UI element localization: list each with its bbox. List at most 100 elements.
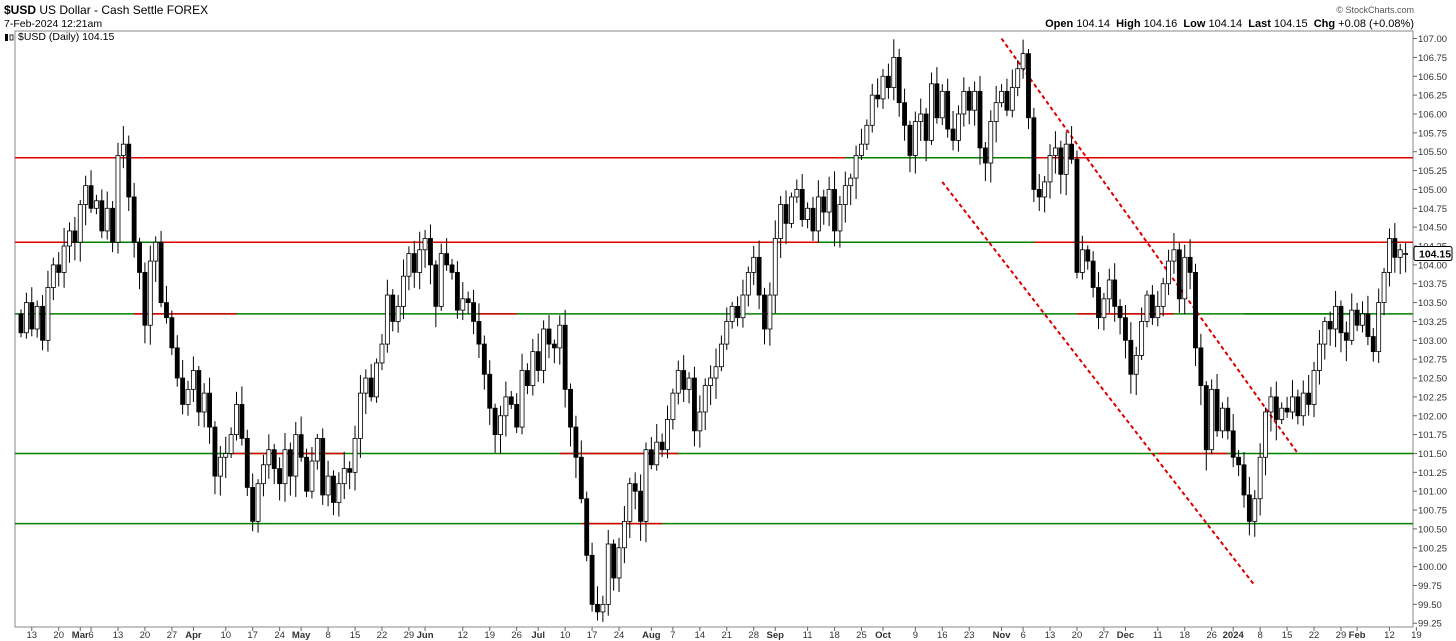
candle-down — [934, 83, 940, 119]
y-tick-label: 101.75 — [1418, 430, 1447, 441]
horizontal-lines-layer — [15, 156, 1413, 525]
candle-down — [487, 373, 493, 409]
candle-up — [789, 196, 794, 224]
y-tick-label: 101.00 — [1418, 487, 1447, 498]
candle-down — [659, 441, 665, 451]
candle-up — [745, 272, 751, 296]
candle-down — [298, 434, 304, 458]
candle-down — [174, 347, 180, 379]
candlestick-legend-icon — [5, 34, 14, 41]
candle-down — [982, 147, 988, 164]
candle-down — [1203, 385, 1209, 451]
x-tick-label: 11 — [803, 630, 813, 641]
y-tick-label: 102.75 — [1418, 355, 1447, 366]
candle-down — [902, 102, 907, 126]
candle-up — [751, 256, 757, 273]
candle-up — [83, 185, 89, 205]
candle-up — [61, 245, 67, 273]
y-tick-label: 104.75 — [1418, 204, 1447, 215]
candle-up — [1052, 147, 1058, 156]
candle-up — [1322, 321, 1328, 345]
candle-down — [1176, 249, 1182, 300]
x-tick-label: 8 — [325, 630, 330, 641]
candle-down — [110, 207, 116, 243]
y-tick-label: 102.50 — [1418, 374, 1447, 385]
candle-down — [239, 404, 245, 439]
candle-down — [611, 543, 617, 579]
candle-up — [1106, 279, 1112, 300]
candle-down — [1295, 396, 1301, 417]
x-tick-label: 28 — [748, 630, 759, 641]
x-tick-label: 19 — [1411, 630, 1422, 641]
candle-down — [481, 343, 487, 375]
candle-down — [589, 554, 595, 605]
candle-up — [1009, 87, 1015, 111]
y-tick-label: 99.25 — [1418, 619, 1442, 630]
candle-up — [1263, 411, 1268, 458]
y-tick-label: 99.50 — [1418, 600, 1442, 611]
candle-up — [1333, 305, 1338, 330]
candle-up — [708, 377, 714, 386]
candle-down — [578, 456, 584, 500]
candle-up — [438, 253, 444, 307]
candle-up — [815, 196, 821, 232]
candle-up — [120, 143, 126, 156]
y-tick-label: 105.00 — [1418, 185, 1447, 196]
candle-up — [190, 370, 196, 390]
candle-down — [99, 200, 105, 232]
x-tick-label: Oct — [875, 630, 892, 641]
candle-down — [1128, 339, 1134, 375]
x-tick-label: 15 — [350, 630, 361, 641]
x-tick-label: Apr — [185, 630, 202, 641]
candle-up — [654, 441, 660, 466]
candle-up — [519, 370, 525, 428]
candle-down — [1241, 464, 1247, 496]
candle-up — [314, 437, 320, 462]
candle-down — [562, 324, 568, 390]
candle-down — [180, 377, 186, 405]
candle-up — [918, 113, 924, 122]
candle-up — [713, 366, 719, 379]
x-tick-label: 20 — [140, 630, 151, 641]
candle-up — [1047, 155, 1053, 183]
candle-down — [390, 294, 396, 322]
candle-up — [1079, 249, 1085, 273]
candle-down — [454, 272, 460, 311]
series-legend: $USD (Daily) 104.15 — [18, 31, 115, 43]
candle-down — [411, 253, 417, 273]
x-tick-label: 10 — [220, 630, 231, 641]
candle-up — [891, 57, 897, 88]
candle-up — [115, 155, 121, 243]
candle-up — [234, 404, 239, 436]
candle-down — [72, 230, 78, 243]
candle-up — [912, 121, 918, 156]
candle-up — [826, 189, 832, 213]
candle-up — [1171, 249, 1177, 262]
candle-up — [325, 475, 331, 496]
candle-down — [1392, 238, 1398, 258]
candle-down — [88, 185, 94, 209]
candle-down — [142, 272, 148, 326]
x-tick-label: 27 — [167, 630, 178, 641]
last-value: 104.15 — [1273, 18, 1308, 30]
candle-down — [810, 207, 816, 232]
candle-up — [503, 396, 509, 417]
candle-up — [1300, 392, 1306, 417]
candles-layer — [18, 39, 1409, 622]
candle-up — [530, 351, 536, 386]
y-tick-label: 103.50 — [1418, 298, 1447, 309]
ohlc-stats: Open 104.14 High 104.16 Low 104.14 Last … — [1045, 18, 1414, 30]
candle-up — [1015, 68, 1021, 88]
x-tick-label: 26 — [511, 630, 522, 641]
x-tick-label: Nov — [993, 630, 1012, 641]
candle-up — [853, 155, 859, 179]
candle-down — [551, 343, 557, 349]
timestamp: 7-Feb-2024 12:21am — [4, 18, 103, 30]
x-tick-label: 20 — [1072, 630, 1083, 641]
candle-up — [961, 90, 967, 115]
candle-down — [1214, 388, 1220, 432]
candle-up — [1042, 181, 1048, 198]
x-tick-label: May — [292, 630, 311, 641]
candle-down — [1187, 256, 1193, 273]
